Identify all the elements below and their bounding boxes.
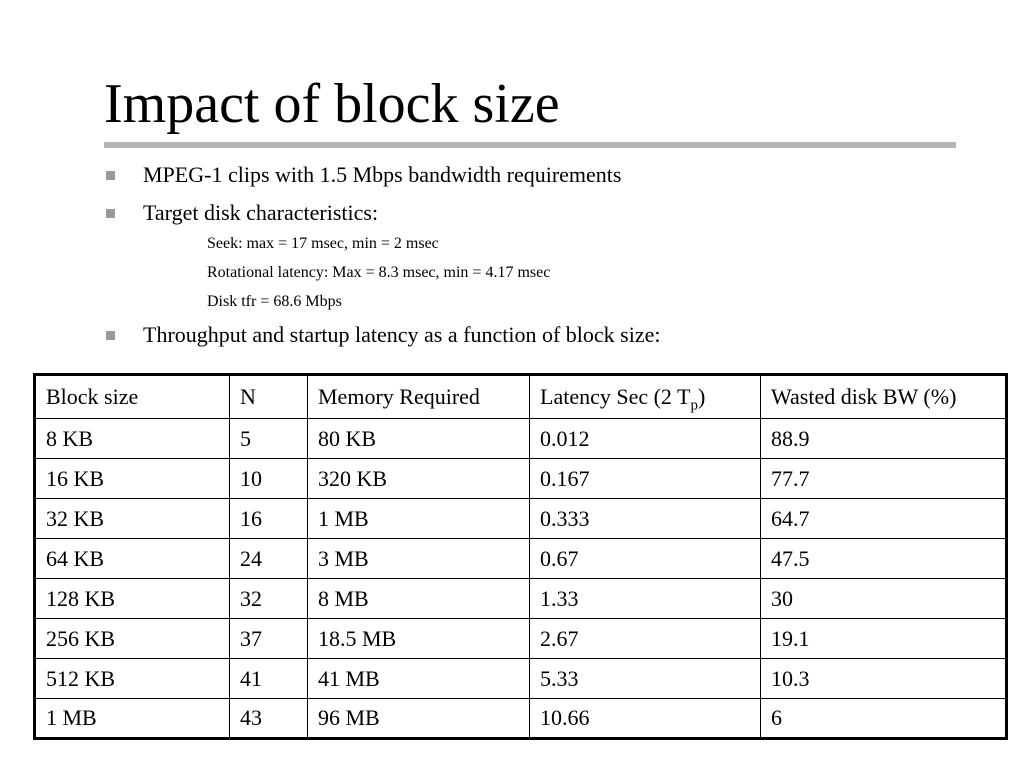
cell-memory: 1 MB bbox=[307, 498, 530, 539]
header-block-size: Block size bbox=[34, 374, 230, 419]
cell-block-size: 1 MB bbox=[34, 698, 230, 739]
cell-wasted-bw: 30 bbox=[760, 578, 1007, 619]
square-bullet-icon bbox=[106, 331, 115, 340]
bullet-text: Target disk characteristics: bbox=[143, 200, 379, 225]
cell-block-size: 512 KB bbox=[34, 658, 230, 699]
cell-memory: 96 MB bbox=[307, 698, 530, 739]
header-memory-required: Memory Required bbox=[307, 374, 530, 419]
sub-item-rotational-latency: Rotational latency: Max = 8.3 msec, min … bbox=[207, 264, 551, 281]
cell-wasted-bw: 10.3 bbox=[760, 658, 1007, 699]
cell-wasted-bw: 77.7 bbox=[760, 458, 1007, 499]
cell-block-size: 64 KB bbox=[34, 538, 230, 579]
cell-n: 41 bbox=[229, 658, 308, 699]
header-wasted-bw: Wasted disk BW (%) bbox=[760, 374, 1007, 419]
bullet-item-3: Throughput and startup latency as a func… bbox=[106, 322, 661, 348]
square-bullet-icon bbox=[106, 209, 115, 218]
title-divider bbox=[104, 142, 956, 148]
cell-n: 5 bbox=[229, 418, 308, 459]
cell-wasted-bw: 64.7 bbox=[760, 498, 1007, 539]
table-row: 1 MB 43 96 MB 10.66 6 bbox=[34, 698, 1007, 739]
bullet-text: MPEG-1 clips with 1.5 Mbps bandwidth req… bbox=[143, 162, 622, 187]
bullet-item-2: Target disk characteristics: bbox=[106, 200, 379, 226]
cell-n: 37 bbox=[229, 618, 308, 659]
cell-memory: 8 MB bbox=[307, 578, 530, 619]
table-row: 8 KB 5 80 KB 0.012 88.9 bbox=[34, 418, 1007, 459]
cell-memory: 3 MB bbox=[307, 538, 530, 579]
cell-wasted-bw: 19.1 bbox=[760, 618, 1007, 659]
slide-title: Impact of block size bbox=[104, 73, 560, 135]
table-row: 32 KB 16 1 MB 0.333 64.7 bbox=[34, 498, 1007, 539]
header-latency-subscript: p bbox=[690, 397, 698, 414]
cell-n: 24 bbox=[229, 538, 308, 579]
table-row: 16 KB 10 320 KB 0.167 77.7 bbox=[34, 458, 1007, 499]
cell-wasted-bw: 88.9 bbox=[760, 418, 1007, 459]
sub-item-seek: Seek: max = 17 msec, min = 2 msec bbox=[207, 235, 439, 252]
table-row: 128 KB 32 8 MB 1.33 30 bbox=[34, 578, 1007, 619]
header-latency-suffix: ) bbox=[697, 384, 706, 409]
cell-memory: 320 KB bbox=[307, 458, 530, 499]
cell-latency: 1.33 bbox=[529, 578, 761, 619]
cell-latency: 0.012 bbox=[529, 418, 761, 459]
cell-n: 43 bbox=[229, 698, 308, 739]
square-bullet-icon bbox=[106, 171, 115, 180]
table-row: 64 KB 24 3 MB 0.67 47.5 bbox=[34, 538, 1007, 579]
sub-item-disk-transfer: Disk tfr = 68.6 Mbps bbox=[207, 293, 342, 310]
cell-memory: 18.5 MB bbox=[307, 618, 530, 659]
cell-wasted-bw: 6 bbox=[760, 698, 1007, 739]
cell-block-size: 256 KB bbox=[34, 618, 230, 659]
bullet-text: Throughput and startup latency as a func… bbox=[143, 322, 661, 347]
cell-n: 10 bbox=[229, 458, 308, 499]
bullet-item-1: MPEG-1 clips with 1.5 Mbps bandwidth req… bbox=[106, 162, 622, 188]
block-size-table: Block size N Memory Required Latency Sec… bbox=[33, 373, 1008, 740]
cell-block-size: 32 KB bbox=[34, 498, 230, 539]
cell-latency: 0.167 bbox=[529, 458, 761, 499]
table-row: 256 KB 37 18.5 MB 2.67 19.1 bbox=[34, 618, 1007, 659]
cell-block-size: 8 KB bbox=[34, 418, 230, 459]
header-latency: Latency Sec (2 Tp) bbox=[529, 374, 761, 419]
cell-latency: 0.333 bbox=[529, 498, 761, 539]
cell-block-size: 128 KB bbox=[34, 578, 230, 619]
table-header-row: Block size N Memory Required Latency Sec… bbox=[34, 374, 1007, 419]
header-latency-prefix: Latency Sec (2 T bbox=[540, 384, 691, 409]
cell-memory: 41 MB bbox=[307, 658, 530, 699]
cell-wasted-bw: 47.5 bbox=[760, 538, 1007, 579]
cell-latency: 2.67 bbox=[529, 618, 761, 659]
cell-n: 32 bbox=[229, 578, 308, 619]
header-n: N bbox=[229, 374, 308, 419]
cell-latency: 10.66 bbox=[529, 698, 761, 739]
cell-latency: 0.67 bbox=[529, 538, 761, 579]
cell-latency: 5.33 bbox=[529, 658, 761, 699]
cell-block-size: 16 KB bbox=[34, 458, 230, 499]
cell-n: 16 bbox=[229, 498, 308, 539]
table-row: 512 KB 41 41 MB 5.33 10.3 bbox=[34, 658, 1007, 699]
cell-memory: 80 KB bbox=[307, 418, 530, 459]
